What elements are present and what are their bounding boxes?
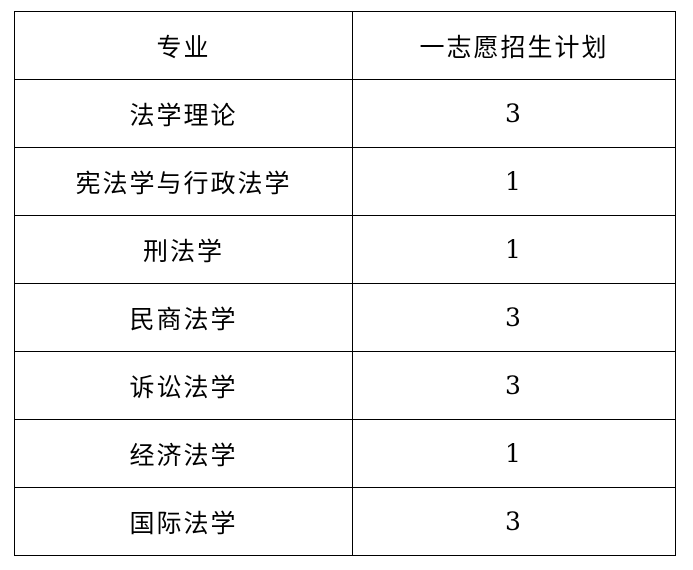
table-row: 刑法学 1 xyxy=(14,215,676,284)
plan-cell: 1 xyxy=(352,147,676,216)
header-first-choice-plan: 一志愿招生计划 xyxy=(352,11,676,80)
plan-cell: 3 xyxy=(352,79,676,148)
plan-cell: 1 xyxy=(352,419,676,488)
major-cell: 民商法学 xyxy=(14,283,353,352)
table-row: 国际法学 3 xyxy=(14,487,676,556)
plan-cell: 3 xyxy=(352,487,676,556)
major-cell: 经济法学 xyxy=(14,419,353,488)
major-cell: 宪法学与行政法学 xyxy=(14,147,353,216)
table-row: 法学理论 3 xyxy=(14,79,676,148)
plan-cell: 3 xyxy=(352,351,676,420)
table-row: 民商法学 3 xyxy=(14,283,676,352)
plan-cell: 3 xyxy=(352,283,676,352)
table-row: 诉讼法学 3 xyxy=(14,351,676,420)
major-cell: 法学理论 xyxy=(14,79,353,148)
table-header-row: 专业 一志愿招生计划 xyxy=(14,11,676,80)
plan-cell: 1 xyxy=(352,215,676,284)
table-row: 宪法学与行政法学 1 xyxy=(14,147,676,216)
enrollment-plan-table: 专业 一志愿招生计划 法学理论 3 宪法学与行政法学 1 刑法学 1 民商法学 … xyxy=(14,11,676,556)
major-cell: 刑法学 xyxy=(14,215,353,284)
header-major: 专业 xyxy=(14,11,353,80)
major-cell: 诉讼法学 xyxy=(14,351,353,420)
major-cell: 国际法学 xyxy=(14,487,353,556)
table-row: 经济法学 1 xyxy=(14,419,676,488)
